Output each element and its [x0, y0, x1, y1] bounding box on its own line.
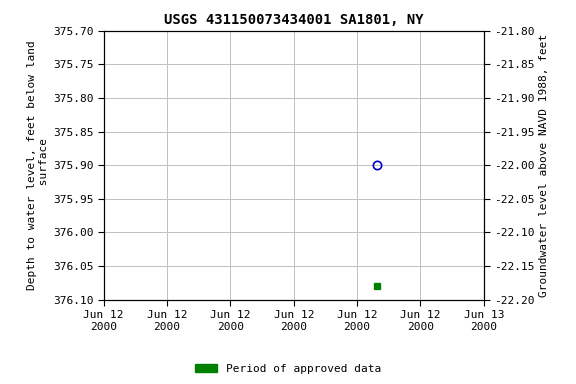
Legend: Period of approved data: Period of approved data	[191, 359, 385, 379]
Title: USGS 431150073434001 SA1801, NY: USGS 431150073434001 SA1801, NY	[164, 13, 423, 27]
Y-axis label: Depth to water level, feet below land
 surface: Depth to water level, feet below land su…	[27, 40, 48, 290]
Y-axis label: Groundwater level above NAVD 1988, feet: Groundwater level above NAVD 1988, feet	[539, 33, 549, 297]
